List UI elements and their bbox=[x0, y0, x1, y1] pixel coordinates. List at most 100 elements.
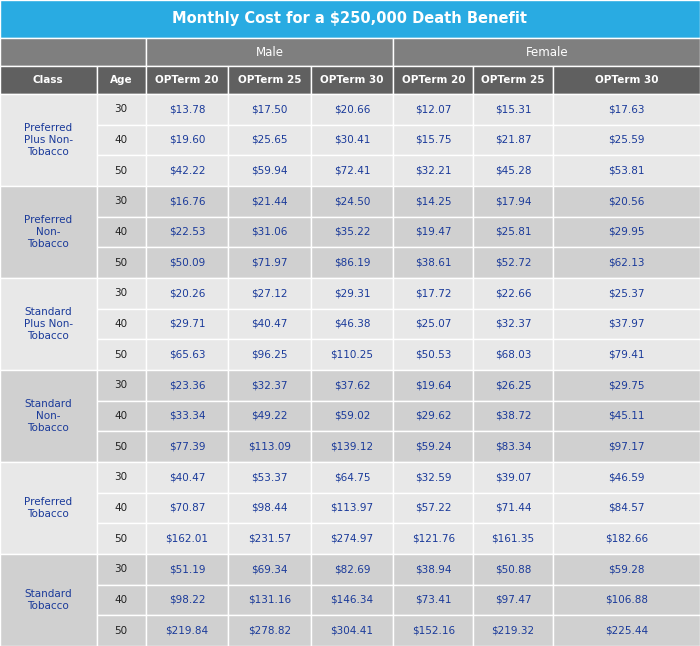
Text: $53.37: $53.37 bbox=[251, 472, 288, 483]
Text: $98.44: $98.44 bbox=[251, 503, 288, 513]
Text: $110.25: $110.25 bbox=[330, 349, 374, 360]
Bar bbox=[146, 94, 228, 125]
Bar bbox=[228, 155, 311, 186]
Text: $26.25: $26.25 bbox=[495, 380, 531, 390]
Text: $20.26: $20.26 bbox=[169, 288, 205, 298]
Bar bbox=[228, 125, 311, 155]
Bar bbox=[0, 66, 97, 94]
Text: $69.34: $69.34 bbox=[251, 565, 288, 574]
Text: 30: 30 bbox=[115, 288, 127, 298]
Text: $131.16: $131.16 bbox=[248, 595, 291, 605]
Text: $59.28: $59.28 bbox=[608, 565, 645, 574]
Bar bbox=[97, 125, 146, 155]
Bar bbox=[228, 493, 311, 523]
Text: $98.22: $98.22 bbox=[169, 595, 205, 605]
Bar bbox=[473, 370, 553, 401]
Text: $121.76: $121.76 bbox=[412, 534, 455, 544]
Text: $37.97: $37.97 bbox=[608, 319, 645, 329]
Text: $32.59: $32.59 bbox=[415, 472, 452, 483]
Bar bbox=[146, 38, 393, 66]
Bar bbox=[146, 186, 228, 216]
Text: $13.78: $13.78 bbox=[169, 105, 205, 114]
Bar bbox=[146, 155, 228, 186]
Text: $37.62: $37.62 bbox=[334, 380, 370, 390]
Bar bbox=[393, 38, 700, 66]
Text: $21.44: $21.44 bbox=[251, 196, 288, 206]
Text: 50: 50 bbox=[115, 349, 127, 360]
Bar bbox=[553, 616, 700, 646]
Text: $84.57: $84.57 bbox=[608, 503, 645, 513]
Bar bbox=[473, 66, 553, 94]
Text: $17.72: $17.72 bbox=[415, 288, 452, 298]
Bar bbox=[311, 247, 393, 278]
Bar bbox=[553, 125, 700, 155]
Bar bbox=[146, 278, 228, 309]
Text: $19.47: $19.47 bbox=[415, 227, 452, 237]
Text: $79.41: $79.41 bbox=[608, 349, 645, 360]
Text: Age: Age bbox=[110, 75, 132, 85]
Bar bbox=[393, 432, 473, 462]
Bar bbox=[473, 401, 553, 432]
Text: 40: 40 bbox=[115, 411, 127, 421]
Bar bbox=[146, 309, 228, 339]
Text: $29.95: $29.95 bbox=[608, 227, 645, 237]
Bar bbox=[473, 155, 553, 186]
Bar bbox=[0, 186, 97, 278]
Bar bbox=[473, 278, 553, 309]
Text: $97.47: $97.47 bbox=[495, 595, 531, 605]
Bar bbox=[97, 370, 146, 401]
Text: 50: 50 bbox=[115, 534, 127, 544]
Text: $161.35: $161.35 bbox=[491, 534, 535, 544]
Text: $162.01: $162.01 bbox=[165, 534, 209, 544]
Bar bbox=[146, 216, 228, 247]
Text: 30: 30 bbox=[115, 196, 127, 206]
Text: $72.41: $72.41 bbox=[334, 165, 370, 176]
Text: $83.34: $83.34 bbox=[495, 442, 531, 452]
Text: Preferred
Tobacco: Preferred Tobacco bbox=[25, 497, 72, 519]
Text: $32.37: $32.37 bbox=[251, 380, 288, 390]
Text: $71.97: $71.97 bbox=[251, 258, 288, 267]
Text: $25.59: $25.59 bbox=[608, 135, 645, 145]
Bar bbox=[228, 401, 311, 432]
Bar bbox=[146, 554, 228, 585]
Bar bbox=[393, 278, 473, 309]
Text: $304.41: $304.41 bbox=[330, 626, 374, 636]
Text: $70.87: $70.87 bbox=[169, 503, 205, 513]
Text: $17.94: $17.94 bbox=[495, 196, 531, 206]
Text: $46.38: $46.38 bbox=[334, 319, 370, 329]
Bar bbox=[393, 462, 473, 493]
Text: $50.09: $50.09 bbox=[169, 258, 205, 267]
Bar bbox=[473, 616, 553, 646]
Text: Monthly Cost for a $250,000 Death Benefit: Monthly Cost for a $250,000 Death Benefi… bbox=[172, 12, 528, 26]
Bar bbox=[97, 523, 146, 554]
Bar bbox=[228, 554, 311, 585]
Text: OPTerm 20: OPTerm 20 bbox=[402, 75, 465, 85]
Bar bbox=[97, 462, 146, 493]
Bar bbox=[311, 616, 393, 646]
Bar bbox=[311, 66, 393, 94]
Text: Preferred
Non-
Tobacco: Preferred Non- Tobacco bbox=[25, 215, 72, 249]
Bar bbox=[228, 432, 311, 462]
Text: 50: 50 bbox=[115, 258, 127, 267]
Bar bbox=[146, 432, 228, 462]
Bar bbox=[228, 339, 311, 370]
Bar bbox=[97, 339, 146, 370]
Bar bbox=[228, 278, 311, 309]
Bar bbox=[228, 216, 311, 247]
Bar bbox=[0, 94, 97, 186]
Text: $42.22: $42.22 bbox=[169, 165, 205, 176]
Bar bbox=[97, 432, 146, 462]
Text: $40.47: $40.47 bbox=[169, 472, 205, 483]
Bar bbox=[228, 585, 311, 616]
Bar bbox=[311, 125, 393, 155]
Bar bbox=[311, 94, 393, 125]
Text: $40.47: $40.47 bbox=[251, 319, 288, 329]
Bar bbox=[393, 370, 473, 401]
Bar bbox=[146, 66, 228, 94]
Text: OPTerm 30: OPTerm 30 bbox=[595, 75, 658, 85]
Bar bbox=[146, 370, 228, 401]
Text: Class: Class bbox=[33, 75, 64, 85]
Text: $113.97: $113.97 bbox=[330, 503, 374, 513]
Bar bbox=[311, 401, 393, 432]
Bar bbox=[473, 432, 553, 462]
